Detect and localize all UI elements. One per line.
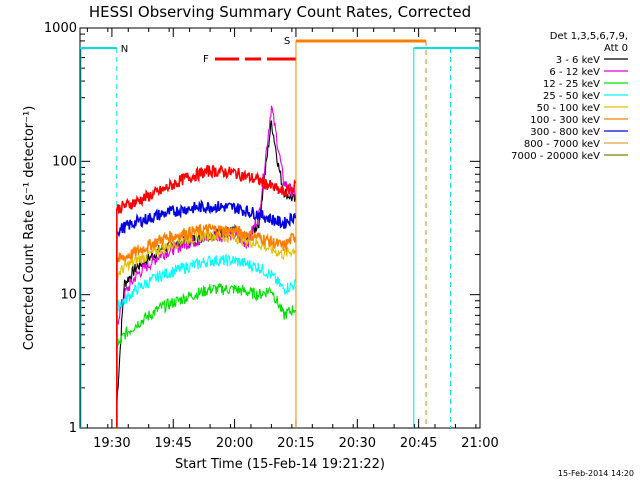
legend-label: 6 - 12 keV (549, 67, 600, 78)
series-line (116, 164, 296, 428)
x-tick-label: 20:30 (339, 436, 376, 451)
series-line (116, 105, 296, 428)
legend-label: 12 - 25 keV (543, 79, 600, 90)
series-line (116, 253, 296, 428)
x-tick-label: 19:45 (155, 436, 192, 451)
x-tick-label: 20:15 (277, 436, 314, 451)
legend-label: 100 - 300 keV (530, 115, 600, 126)
x-tick-label: 20:00 (216, 436, 253, 451)
series-line (116, 283, 296, 428)
series-line (116, 199, 297, 428)
flare-label: F (203, 54, 209, 65)
legend-label: 7000 - 20000 keV (511, 151, 600, 162)
night-label: N (121, 44, 128, 55)
series-line (116, 223, 297, 428)
annotations: N F S (80, 36, 480, 428)
y-tick-label: 10 (60, 288, 77, 303)
series-line (116, 228, 296, 428)
plot-frame (79, 27, 481, 429)
y-tick-label: 1 (69, 421, 77, 436)
chart-title: HESSI Observing Summary Count Rates, Cor… (89, 3, 471, 21)
legend-label: 300 - 800 keV (530, 127, 600, 138)
legend-label: 25 - 50 keV (543, 91, 600, 102)
x-axis-label: Start Time (15-Feb-14 19:21:22) (175, 457, 385, 472)
series-layer (116, 105, 297, 428)
x-tick-label: 19:30 (93, 436, 130, 451)
y-tick-label: 100 (52, 154, 77, 169)
x-tick-label: 21:00 (461, 436, 498, 451)
legend-label: 50 - 100 keV (537, 103, 601, 114)
legend-label: 3 - 6 keV (556, 55, 600, 66)
legend-label: 800 - 7000 keV (524, 139, 600, 150)
x-axis: 19:30 19:45 20:00 20:15 20:30 20:45 21:00 (86, 28, 499, 451)
legend-header: Det 1,3,5,6,7,9, (550, 31, 628, 42)
legend-header: Att 0 (604, 43, 628, 54)
y-tick-label: 1000 (44, 21, 77, 36)
footer-stamp: 15-Feb-2014 14:20 (558, 469, 634, 478)
y-axis-label: Corrected Count Rate (s⁻¹ detector⁻¹) (22, 106, 37, 351)
x-tick-label: 20:45 (400, 436, 437, 451)
y-axis: 1 10 100 1000 (44, 21, 480, 436)
saa-label: S (284, 36, 290, 47)
